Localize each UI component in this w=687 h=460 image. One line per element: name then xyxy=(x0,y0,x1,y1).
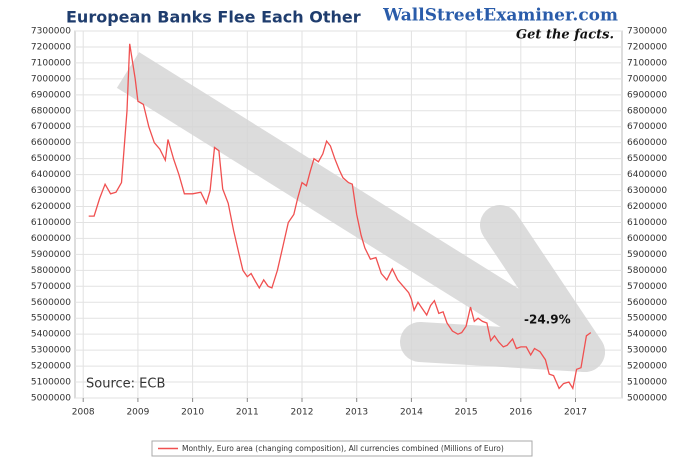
y-tick-label-right: 6500000 xyxy=(627,154,667,164)
y-tick-label: 6700000 xyxy=(31,122,71,132)
y-tick-label-right: 5100000 xyxy=(627,378,667,388)
y-tick-label: 5300000 xyxy=(31,346,71,356)
y-tick-label: 5600000 xyxy=(31,298,71,308)
y-tick-label-right: 6600000 xyxy=(627,138,667,148)
change-label: -24.9% xyxy=(524,313,571,327)
y-tick-label-right: 6300000 xyxy=(627,186,667,196)
y-tick-label-right: 6400000 xyxy=(627,170,667,180)
y-tick-label-right: 6800000 xyxy=(627,106,667,116)
tagline: Get the facts. xyxy=(516,28,614,43)
x-tick-label: 2017 xyxy=(564,408,587,418)
y-tick-label: 6800000 xyxy=(31,106,71,116)
y-tick-label: 7100000 xyxy=(31,58,71,68)
y-tick-label-right: 6200000 xyxy=(627,202,667,212)
y-tick-label-right: 6000000 xyxy=(627,234,667,244)
arrow-head xyxy=(480,205,605,372)
y-tick-label: 5800000 xyxy=(31,266,71,276)
legend xyxy=(151,440,533,457)
y-tick-label-right: 5600000 xyxy=(627,298,667,308)
y-tick-label: 5900000 xyxy=(31,250,71,260)
y-tick-label: 6900000 xyxy=(31,90,71,100)
y-tick-label: 5000000 xyxy=(31,394,71,404)
x-tick-label: 2012 xyxy=(291,408,314,418)
y-tick-label-right: 6100000 xyxy=(627,218,667,228)
y-tick-label: 5100000 xyxy=(31,378,71,388)
y-tick-label-right: 5700000 xyxy=(627,282,667,292)
y-tick-label-right: 7100000 xyxy=(627,58,667,68)
y-tick-label: 5500000 xyxy=(31,314,71,324)
y-tick-label-right: 6700000 xyxy=(627,122,667,132)
y-tick-label-right: 6900000 xyxy=(627,90,667,100)
x-tick-label: 2013 xyxy=(345,408,368,418)
x-tick-label: 2008 xyxy=(72,408,95,418)
y-tick-label: 5400000 xyxy=(31,330,71,340)
legend-label: Monthly, Euro area (changing composition… xyxy=(182,444,504,453)
y-tick-label: 6200000 xyxy=(31,202,71,212)
y-tick-label: 7200000 xyxy=(31,42,71,52)
y-tick-label-right: 7200000 xyxy=(627,42,667,52)
x-tick-label: 2016 xyxy=(509,408,532,418)
y-tick-label: 6500000 xyxy=(31,154,71,164)
y-tick-label: 7300000 xyxy=(31,27,71,37)
y-tick-label: 6100000 xyxy=(31,218,71,228)
y-tick-label: 6400000 xyxy=(31,170,71,180)
y-tick-label-right: 7000000 xyxy=(627,74,667,84)
brand: WallStreetExaminer.com xyxy=(382,6,618,26)
y-tick-label-right: 5300000 xyxy=(627,346,667,356)
y-tick-label: 6300000 xyxy=(31,186,71,196)
trend-arrow xyxy=(116,52,605,372)
arrow-shaft xyxy=(116,52,557,348)
chart-title: European Banks Flee Each Other xyxy=(66,8,361,27)
x-tick-label: 2015 xyxy=(455,408,478,418)
y-tick-label: 5200000 xyxy=(31,362,71,372)
y-tick-label-right: 5800000 xyxy=(627,266,667,276)
x-tick-label: 2010 xyxy=(181,408,204,418)
x-tick-label: 2009 xyxy=(126,408,149,418)
y-tick-label-right: 5500000 xyxy=(627,314,667,324)
y-tick-label: 7000000 xyxy=(31,74,71,84)
data-line xyxy=(88,43,592,391)
y-tick-label: 6000000 xyxy=(31,234,71,244)
y-tick-label-right: 7300000 xyxy=(627,27,667,37)
y-tick-label-right: 5900000 xyxy=(627,250,667,260)
y-tick-label: 6600000 xyxy=(31,138,71,148)
y-tick-label-right: 5200000 xyxy=(627,362,667,372)
arrow-head xyxy=(400,322,605,372)
source-note: Source: ECB xyxy=(86,377,165,392)
x-tick-label: 2011 xyxy=(236,408,259,418)
y-tick-label: 5700000 xyxy=(31,282,71,292)
y-tick-label-right: 5000000 xyxy=(627,394,667,404)
y-tick-label-right: 5400000 xyxy=(627,330,667,340)
x-tick-label: 2014 xyxy=(400,408,423,418)
